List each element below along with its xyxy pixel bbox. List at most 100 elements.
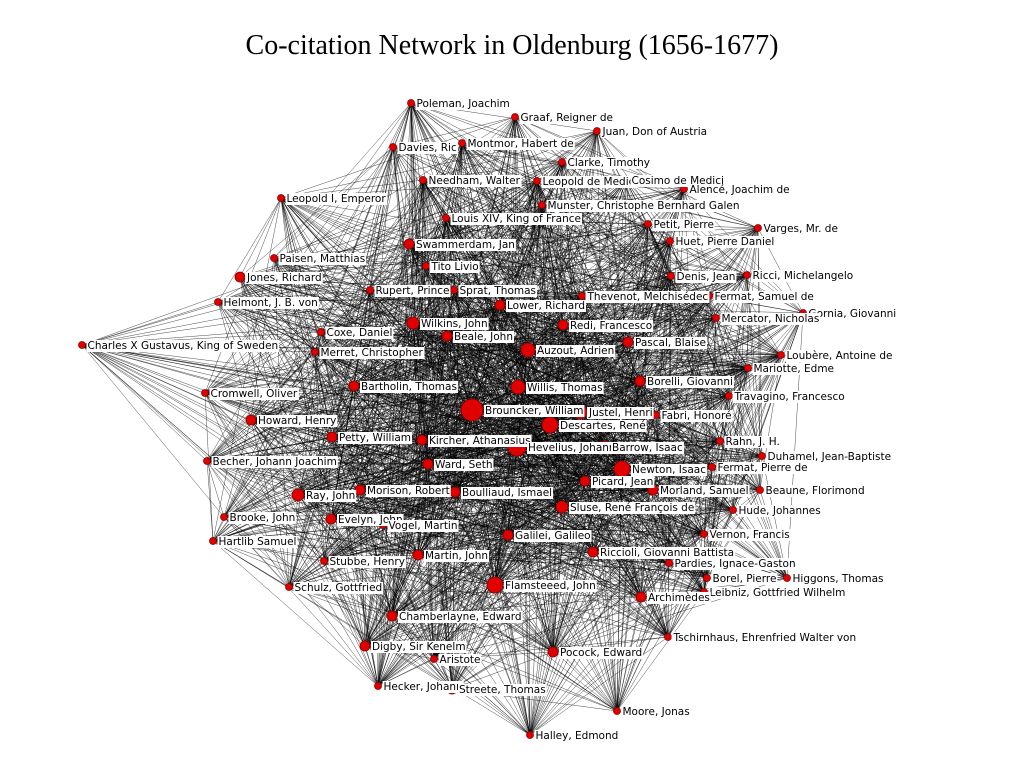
node-dot[interactable] xyxy=(209,537,217,545)
node-dot[interactable] xyxy=(644,220,652,228)
node-dot[interactable] xyxy=(756,486,764,494)
co-citation-edge xyxy=(382,414,657,526)
node-dot[interactable] xyxy=(320,557,328,565)
node-dot[interactable] xyxy=(758,452,766,460)
node-dot[interactable] xyxy=(201,389,209,397)
node-dot[interactable] xyxy=(579,475,591,487)
node-dot[interactable] xyxy=(593,127,601,135)
node-dot[interactable] xyxy=(486,576,504,594)
node-dot[interactable] xyxy=(354,484,366,496)
node-dot[interactable] xyxy=(441,330,453,342)
node-dot[interactable] xyxy=(430,655,438,663)
node-dot[interactable] xyxy=(291,488,305,502)
node-dot[interactable] xyxy=(366,286,374,294)
node-label-text: Vernon, Francis xyxy=(710,529,790,541)
node-dot[interactable] xyxy=(716,437,724,445)
node-dot[interactable] xyxy=(666,237,674,245)
node-dot[interactable] xyxy=(311,348,319,356)
node-dot[interactable] xyxy=(450,286,458,294)
node-dot[interactable] xyxy=(422,458,434,470)
node-dot[interactable] xyxy=(613,460,631,478)
node-dot[interactable] xyxy=(458,139,466,147)
node-dot[interactable] xyxy=(783,574,791,582)
node-dot[interactable] xyxy=(510,379,526,395)
node-dot[interactable] xyxy=(526,731,534,739)
node-dot[interactable] xyxy=(494,299,506,311)
co-citation-edge xyxy=(204,392,325,562)
node-dot[interactable] xyxy=(460,398,484,422)
node-dot[interactable] xyxy=(555,500,569,514)
node-dot[interactable] xyxy=(326,431,338,443)
node-dot[interactable] xyxy=(700,530,708,538)
node-dot[interactable] xyxy=(359,640,371,652)
node-dot[interactable] xyxy=(667,272,675,280)
node-dot[interactable] xyxy=(403,238,415,250)
node-dot[interactable] xyxy=(587,546,599,558)
node-dot[interactable] xyxy=(234,271,246,283)
node-dot[interactable] xyxy=(416,434,428,446)
node-dot[interactable] xyxy=(419,176,427,184)
node-label-text: Merret, Christopher xyxy=(321,347,424,359)
node-dot[interactable] xyxy=(578,292,586,300)
node-label-text: Newton, Isaac xyxy=(632,464,706,476)
node-dot[interactable] xyxy=(502,529,514,541)
node-dot[interactable] xyxy=(422,262,430,270)
co-citation-edge xyxy=(81,344,225,518)
node-dot[interactable] xyxy=(664,633,672,641)
node-label-background xyxy=(222,297,319,309)
node-dot[interactable] xyxy=(754,224,762,232)
node-label-background xyxy=(807,308,898,320)
node-dot[interactable] xyxy=(729,506,737,514)
node-dot[interactable] xyxy=(386,610,398,622)
node-dot[interactable] xyxy=(725,392,733,400)
node-dot[interactable] xyxy=(270,254,278,262)
node-dot[interactable] xyxy=(511,113,519,121)
node-dot[interactable] xyxy=(220,513,228,521)
node-dot[interactable] xyxy=(744,364,752,372)
node-dot[interactable] xyxy=(533,177,541,185)
node-dot[interactable] xyxy=(317,328,325,336)
co-citation-edge xyxy=(527,161,563,351)
node-dot[interactable] xyxy=(635,591,647,603)
node-dot[interactable] xyxy=(412,549,424,561)
node-dot[interactable] xyxy=(557,319,569,331)
node-dot[interactable] xyxy=(541,416,559,434)
node-dot[interactable] xyxy=(777,351,785,359)
node-label: Jones, Richard xyxy=(245,272,323,284)
node-dot[interactable] xyxy=(277,194,285,202)
node-label-text: Petty, William xyxy=(339,432,411,444)
node-dot[interactable] xyxy=(520,342,536,358)
co-citation-edge xyxy=(417,506,563,556)
node-dot[interactable] xyxy=(389,143,397,151)
node-dot[interactable] xyxy=(538,201,546,209)
node-label-background xyxy=(360,381,458,393)
node-dot[interactable] xyxy=(708,463,716,471)
node-dot[interactable] xyxy=(407,99,415,107)
node-dot[interactable] xyxy=(613,707,621,715)
node-dot[interactable] xyxy=(203,457,211,465)
node-dot[interactable] xyxy=(558,158,566,166)
node-dot[interactable] xyxy=(665,559,673,567)
node-dot[interactable] xyxy=(348,380,360,392)
node-dot[interactable] xyxy=(245,414,257,426)
node-dot[interactable] xyxy=(325,513,337,525)
node-dot[interactable] xyxy=(78,341,86,349)
co-citation-edge xyxy=(323,518,332,562)
node-label-background xyxy=(587,407,654,419)
node-dot[interactable] xyxy=(285,583,293,591)
node-label-background xyxy=(293,582,384,594)
node-dot[interactable] xyxy=(712,314,720,322)
node-dot[interactable] xyxy=(449,486,461,498)
co-citation-edge xyxy=(494,584,669,638)
node-dot[interactable] xyxy=(442,214,450,222)
node-dot[interactable] xyxy=(214,298,222,306)
co-citation-edge xyxy=(297,494,435,660)
node-dot[interactable] xyxy=(547,646,559,658)
node-label: Duhamel, Jean-Baptiste xyxy=(766,451,893,463)
node-dot[interactable] xyxy=(622,336,634,348)
node-dot[interactable] xyxy=(634,375,646,387)
node-dot[interactable] xyxy=(406,316,420,330)
node-dot[interactable] xyxy=(743,271,751,279)
node-dot[interactable] xyxy=(703,574,711,582)
node-dot[interactable] xyxy=(374,682,382,690)
